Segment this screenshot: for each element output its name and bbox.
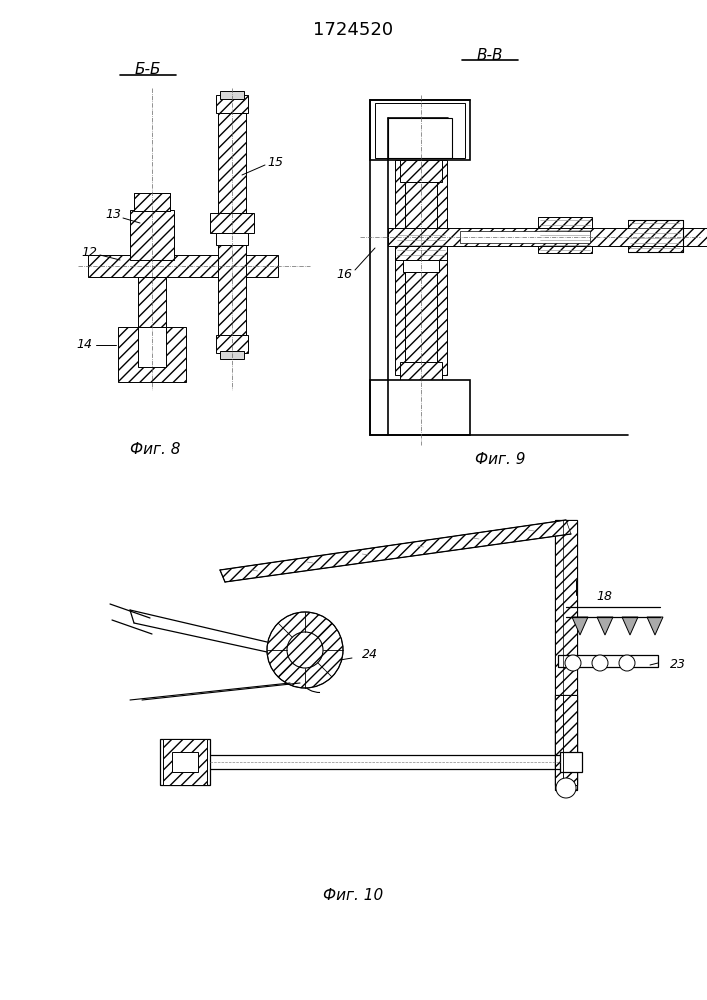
Circle shape	[565, 655, 581, 671]
Polygon shape	[220, 520, 571, 582]
Bar	[220, 91, 244, 99]
Bar	[163, 739, 207, 785]
Bar	[558, 655, 658, 667]
Bar	[403, 260, 439, 272]
Bar	[555, 695, 577, 785]
Bar	[395, 160, 405, 375]
Bar	[560, 752, 582, 772]
Bar	[437, 160, 447, 375]
Bar	[138, 277, 166, 327]
Bar	[400, 362, 442, 382]
Bar	[555, 520, 577, 790]
Bar	[388, 228, 707, 246]
Polygon shape	[622, 617, 638, 635]
Bar	[395, 232, 447, 260]
Bar	[130, 210, 174, 260]
Bar	[405, 382, 437, 390]
Bar	[118, 327, 186, 382]
Bar	[172, 752, 198, 772]
Polygon shape	[572, 617, 588, 635]
Text: Б-Б: Б-Б	[135, 62, 161, 78]
Text: 18: 18	[596, 590, 612, 603]
Bar	[216, 233, 248, 245]
Bar	[405, 182, 437, 232]
Bar	[138, 327, 166, 367]
Bar	[628, 220, 683, 252]
Bar	[405, 272, 437, 362]
Text: В-В: В-В	[477, 47, 503, 62]
Bar	[400, 160, 442, 182]
Bar	[220, 351, 244, 359]
Bar	[370, 100, 470, 160]
Circle shape	[287, 632, 323, 668]
Bar	[134, 193, 170, 211]
Bar	[370, 380, 470, 435]
Bar	[555, 695, 577, 785]
Text: 12: 12	[81, 245, 97, 258]
Bar	[460, 231, 590, 243]
Text: 23: 23	[670, 658, 686, 672]
Bar	[88, 255, 278, 277]
Circle shape	[619, 655, 635, 671]
Bar	[218, 113, 246, 213]
Text: 24: 24	[362, 648, 378, 662]
Text: Фиг. 9: Фиг. 9	[474, 452, 525, 468]
Text: 1724520: 1724520	[313, 21, 393, 39]
Text: 14: 14	[76, 338, 92, 352]
Text: Фиг. 10: Фиг. 10	[323, 888, 383, 902]
Text: 13: 13	[105, 209, 121, 222]
Bar	[216, 335, 248, 353]
Bar	[216, 95, 248, 113]
Text: Фиг. 8: Фиг. 8	[130, 442, 180, 458]
Bar	[538, 217, 592, 253]
Polygon shape	[647, 617, 663, 635]
Bar	[160, 739, 210, 785]
Bar	[218, 245, 246, 335]
Circle shape	[267, 612, 343, 688]
Bar	[134, 193, 170, 211]
Bar	[388, 118, 452, 158]
Polygon shape	[597, 617, 613, 635]
Bar	[555, 520, 577, 790]
Bar	[210, 213, 254, 233]
Text: 15: 15	[267, 155, 283, 168]
Circle shape	[592, 655, 608, 671]
Text: 16: 16	[336, 268, 352, 282]
Bar	[375, 103, 465, 158]
Circle shape	[556, 778, 576, 798]
